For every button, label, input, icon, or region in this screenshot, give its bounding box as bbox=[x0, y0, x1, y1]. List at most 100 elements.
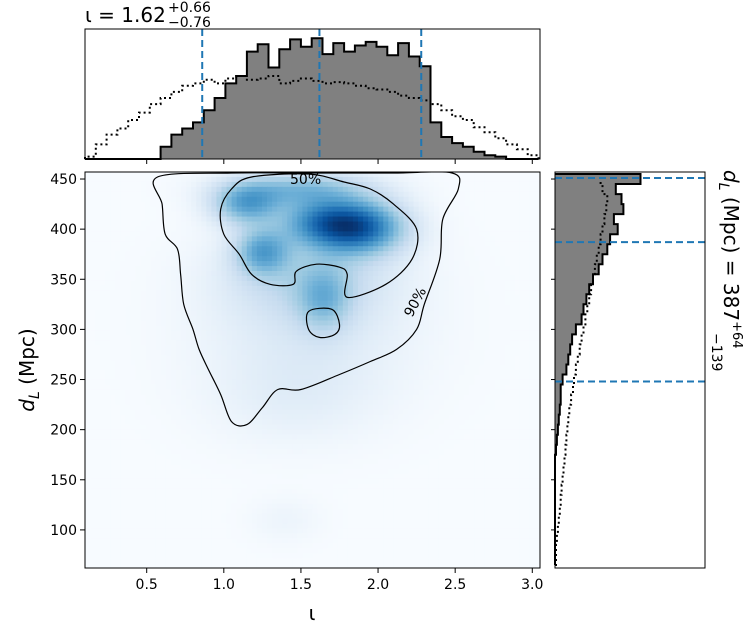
density-cell bbox=[191, 201, 197, 208]
density-cell bbox=[489, 226, 496, 232]
density-cell bbox=[181, 394, 187, 401]
density-cell bbox=[135, 172, 142, 178]
density-cell bbox=[443, 181, 450, 188]
density-cell bbox=[438, 419, 445, 426]
density-cell bbox=[494, 261, 501, 267]
density-cell bbox=[145, 172, 152, 178]
density-cell bbox=[312, 424, 319, 430]
density-cell bbox=[297, 181, 303, 188]
density-cell bbox=[90, 330, 96, 336]
density-cell bbox=[322, 370, 329, 376]
density-cell bbox=[499, 424, 506, 430]
density-cell bbox=[459, 404, 465, 411]
density-cell bbox=[479, 320, 485, 327]
density-cell bbox=[383, 374, 389, 381]
density-cell bbox=[494, 221, 501, 228]
density-cell bbox=[95, 330, 101, 336]
density-cell bbox=[307, 315, 314, 322]
density-cell bbox=[206, 320, 212, 327]
density-cell bbox=[302, 280, 309, 287]
density-cell bbox=[464, 285, 470, 292]
density-cell bbox=[474, 256, 480, 262]
density-cell bbox=[342, 419, 349, 426]
density-cell bbox=[282, 191, 288, 198]
density-cell bbox=[529, 439, 536, 445]
density-cell bbox=[261, 246, 268, 252]
density-cell bbox=[428, 404, 435, 411]
density-cell bbox=[110, 394, 116, 401]
density-cell bbox=[443, 275, 450, 282]
density-cell bbox=[337, 216, 344, 223]
density-cell bbox=[499, 285, 506, 292]
density-cell bbox=[454, 315, 460, 322]
iota-posterior-title: ι = 1.62 bbox=[85, 3, 166, 27]
density-cell bbox=[261, 280, 268, 287]
density-cell bbox=[383, 236, 389, 242]
density-cell bbox=[292, 211, 298, 218]
density-cell bbox=[135, 399, 142, 406]
density-cell bbox=[479, 370, 485, 376]
density-cell bbox=[373, 370, 379, 376]
density-cell bbox=[170, 389, 177, 396]
density-cell bbox=[105, 439, 111, 445]
density-cell bbox=[403, 399, 410, 406]
density-cell bbox=[423, 355, 430, 361]
density-cell bbox=[358, 424, 364, 430]
density-cell bbox=[443, 290, 450, 297]
density-cell bbox=[140, 345, 147, 351]
density-cell bbox=[484, 365, 491, 371]
density-cell bbox=[277, 414, 283, 421]
density-cell bbox=[130, 266, 137, 272]
density-cell bbox=[140, 206, 147, 213]
density-cell bbox=[423, 290, 430, 297]
density-cell bbox=[504, 201, 511, 208]
density-cell bbox=[514, 325, 521, 331]
density-cell bbox=[403, 246, 410, 252]
density-cell bbox=[534, 384, 540, 391]
density-cell bbox=[261, 345, 268, 351]
density-cell bbox=[312, 350, 319, 356]
density-cell bbox=[504, 256, 511, 262]
density-cell bbox=[226, 424, 233, 430]
density-cell bbox=[524, 246, 531, 252]
density-cell bbox=[297, 404, 303, 411]
density-cell bbox=[181, 404, 187, 411]
density-cell bbox=[332, 261, 339, 267]
density-cell bbox=[211, 320, 218, 327]
density-cell bbox=[302, 340, 309, 346]
density-cell bbox=[95, 211, 101, 218]
density-cell bbox=[140, 261, 147, 267]
density-cell bbox=[529, 172, 536, 178]
density-cell bbox=[494, 285, 501, 292]
density-cell bbox=[509, 394, 516, 401]
density-cell bbox=[388, 370, 394, 376]
density-cell bbox=[251, 191, 258, 198]
density-cell bbox=[201, 384, 207, 391]
density-cell bbox=[90, 305, 96, 312]
density-cell bbox=[120, 325, 127, 331]
density-cell bbox=[160, 196, 167, 203]
density-cell bbox=[352, 300, 359, 307]
density-cell bbox=[176, 191, 182, 198]
density-cell bbox=[297, 365, 303, 371]
density-cell bbox=[165, 379, 172, 386]
density-cell bbox=[449, 196, 455, 203]
density-cell bbox=[342, 216, 349, 223]
density-cell bbox=[135, 409, 142, 416]
density-cell bbox=[373, 300, 379, 307]
density-cell bbox=[282, 201, 288, 208]
density-cell bbox=[170, 384, 177, 391]
density-cell bbox=[529, 256, 536, 262]
density-cell bbox=[155, 370, 162, 376]
density-cell bbox=[514, 246, 521, 252]
density-cell bbox=[509, 251, 516, 257]
density-cell bbox=[90, 266, 96, 272]
density-cell bbox=[125, 226, 132, 232]
density-cell bbox=[489, 379, 496, 386]
density-cell bbox=[479, 394, 485, 401]
density-cell bbox=[145, 176, 152, 183]
density-cell bbox=[135, 201, 142, 208]
density-cell bbox=[120, 370, 127, 376]
density-cell bbox=[378, 172, 384, 178]
density-cell bbox=[267, 196, 273, 203]
